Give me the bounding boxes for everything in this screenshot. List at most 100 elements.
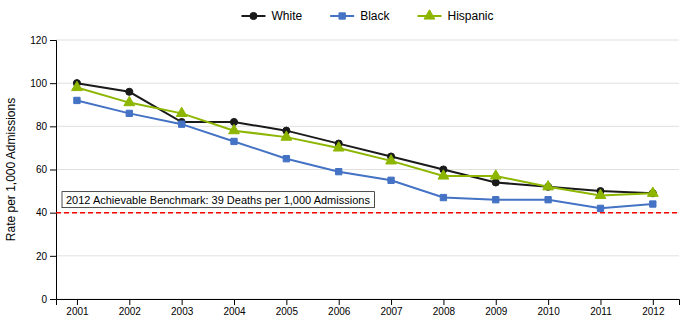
grid-line [56,83,679,84]
x-tick-mark [129,299,130,305]
grid-line [56,255,679,256]
point [440,194,446,200]
y-tick: 20 [36,251,56,262]
x-tick-mark [391,299,392,305]
point [176,107,187,116]
x-tick-label: 2005 [276,306,299,317]
x-tick-label: 2006 [328,306,351,317]
reference-label-text: 2012 Achievable Benchmark: 39 Deaths per… [66,194,370,206]
point [492,179,499,186]
legend-label: Hispanic [448,9,494,23]
x-tick: 2011 [590,299,612,317]
x-tick-mark [234,299,235,305]
point [595,189,606,198]
x-tick: 2003 [171,299,194,317]
grid-line [56,40,679,41]
x-tick: 2005 [276,299,299,317]
point [333,142,344,151]
x-tick: 2006 [328,299,351,317]
grid-line [56,169,679,170]
point [231,138,237,144]
x-tick-mark [339,299,340,305]
x-tick: 2001 [66,299,89,317]
y-tick-mark [50,40,56,41]
y-tick-mark [50,256,56,257]
y-axis-line [50,41,57,300]
x-tick-label: 2002 [119,306,142,317]
y-tick: 60 [36,164,56,175]
point [74,97,80,103]
x-tick-label: 2008 [433,306,456,317]
point [386,155,397,164]
x-tick-label: 2011 [590,306,612,317]
plot-area [56,80,679,213]
x-tick: 2008 [433,299,456,317]
x-tick-mark [286,299,287,305]
grid-line [56,126,679,127]
y-tick-label: 120 [30,35,47,46]
y-tick: 80 [36,121,56,132]
point [545,197,551,203]
legend: White Black Hispanic [241,9,493,23]
reference-line [56,212,679,214]
y-tick-mark [50,83,56,84]
y-tick-label: 20 [36,251,48,262]
x-tick: 2012 [642,299,665,317]
point [126,110,132,116]
point [388,177,394,183]
x-tick-label: 2009 [485,306,508,317]
point [490,170,501,179]
x-tick: 2002 [119,299,142,317]
y-tick-label: 60 [36,164,48,175]
y-tick-mark [50,126,56,127]
y-tick-label: 0 [41,294,47,305]
legend-swatch-marker [250,12,257,19]
legend-item: Hispanic [418,9,494,23]
point [650,201,656,207]
x-tick-mark [182,299,183,305]
point [283,156,289,162]
x-axis-line [57,300,680,306]
y-tick-mark [50,213,56,214]
y-axis: 0 20 40 60 80 100 120 [30,35,56,305]
point [438,170,449,179]
y-tick-label: 80 [36,121,48,132]
x-tick-label: 2012 [642,306,665,317]
y-tick-mark [50,299,56,300]
legend-swatch-marker [339,13,345,19]
point [543,181,554,190]
y-tick-label: 100 [30,78,47,89]
point [126,88,133,95]
x-tick-mark [443,299,444,305]
y-axis-title: Rate per 1,000 Admissions [4,98,18,241]
x-tick-mark [600,299,601,305]
point [493,197,499,203]
x-tick: 2004 [223,299,246,317]
legend-swatch-marker [424,10,435,19]
legend-label: White [271,9,302,23]
x-tick-label: 2010 [537,306,560,317]
x-tick: 2010 [537,299,560,317]
y-tick-label: 40 [36,207,48,218]
y-tick: 100 [30,78,56,89]
point [229,124,240,133]
legend-label: Black [360,9,390,23]
y-tick-mark [50,170,56,171]
legend-item: Black [330,9,390,23]
x-axis: 2001 2002 2003 2004 2005 2006 2007 2008 2009 2010… [57,299,680,317]
reference-label: 2012 Achievable Benchmark: 39 Deaths per… [62,192,374,208]
x-tick-mark [653,299,654,305]
x-tick-mark [496,299,497,305]
point [124,96,135,105]
point [597,205,603,211]
reference-label-box [62,192,374,208]
x-tick-label: 2007 [380,306,403,317]
x-tick-mark [548,299,549,305]
legend-item: White [241,9,302,23]
y-tick: 40 [36,207,56,218]
y-tick: 0 [41,294,56,305]
point [647,187,658,196]
grid-line [56,212,679,213]
series-line [77,87,653,195]
point [281,131,292,140]
